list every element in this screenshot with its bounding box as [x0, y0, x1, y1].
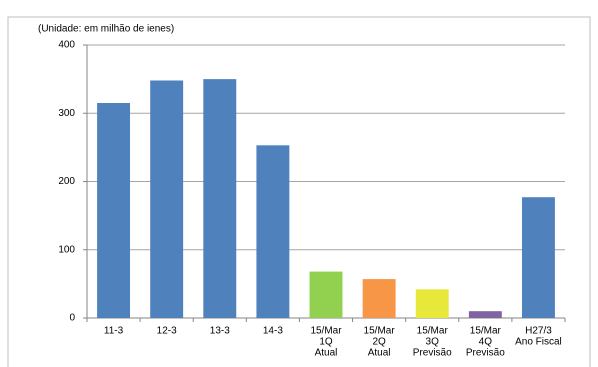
bar	[521, 197, 555, 318]
y-axis-label: (Unidade: em milhão de ienes)	[38, 24, 174, 35]
bar	[468, 311, 502, 318]
bar	[256, 145, 290, 318]
x-tick-label: 15/Mar	[470, 326, 502, 337]
x-tick-label: 1Q	[319, 337, 333, 348]
y-tick-label: 200	[58, 176, 75, 187]
x-tick-label: Ano Fiscal	[515, 337, 562, 348]
x-tick-label: Previsão	[413, 348, 452, 359]
x-tick-label: 15/Mar	[310, 326, 342, 337]
bar	[362, 279, 396, 318]
x-tick-label: 4Q	[479, 337, 493, 348]
x-tick-label: 12-3	[157, 326, 177, 337]
x-tick-label: 13-3	[210, 326, 230, 337]
x-tick-label: H27/3	[525, 326, 552, 337]
y-tick-label: 100	[58, 244, 75, 255]
y-tick-label: 300	[58, 108, 75, 119]
x-tick-label: Previsão	[466, 348, 505, 359]
bar	[203, 79, 237, 318]
bar	[97, 103, 131, 318]
bar	[415, 289, 449, 318]
x-tick-label: 11-3	[104, 326, 124, 337]
x-tick-label: Atual	[368, 348, 391, 359]
y-tick-label: 400	[58, 40, 75, 51]
chart-frame	[7, 16, 591, 367]
y-tick-label: 0	[69, 313, 75, 324]
x-tick-label: 15/Mar	[364, 326, 396, 337]
x-tick-label: 3Q	[426, 337, 440, 348]
x-tick-label: Atual	[315, 348, 338, 359]
x-tick-label: 2Q	[372, 337, 386, 348]
bar	[150, 80, 184, 319]
bar	[309, 271, 343, 318]
x-tick-label: 14-3	[263, 326, 283, 337]
x-tick-label: 15/Mar	[417, 326, 449, 337]
